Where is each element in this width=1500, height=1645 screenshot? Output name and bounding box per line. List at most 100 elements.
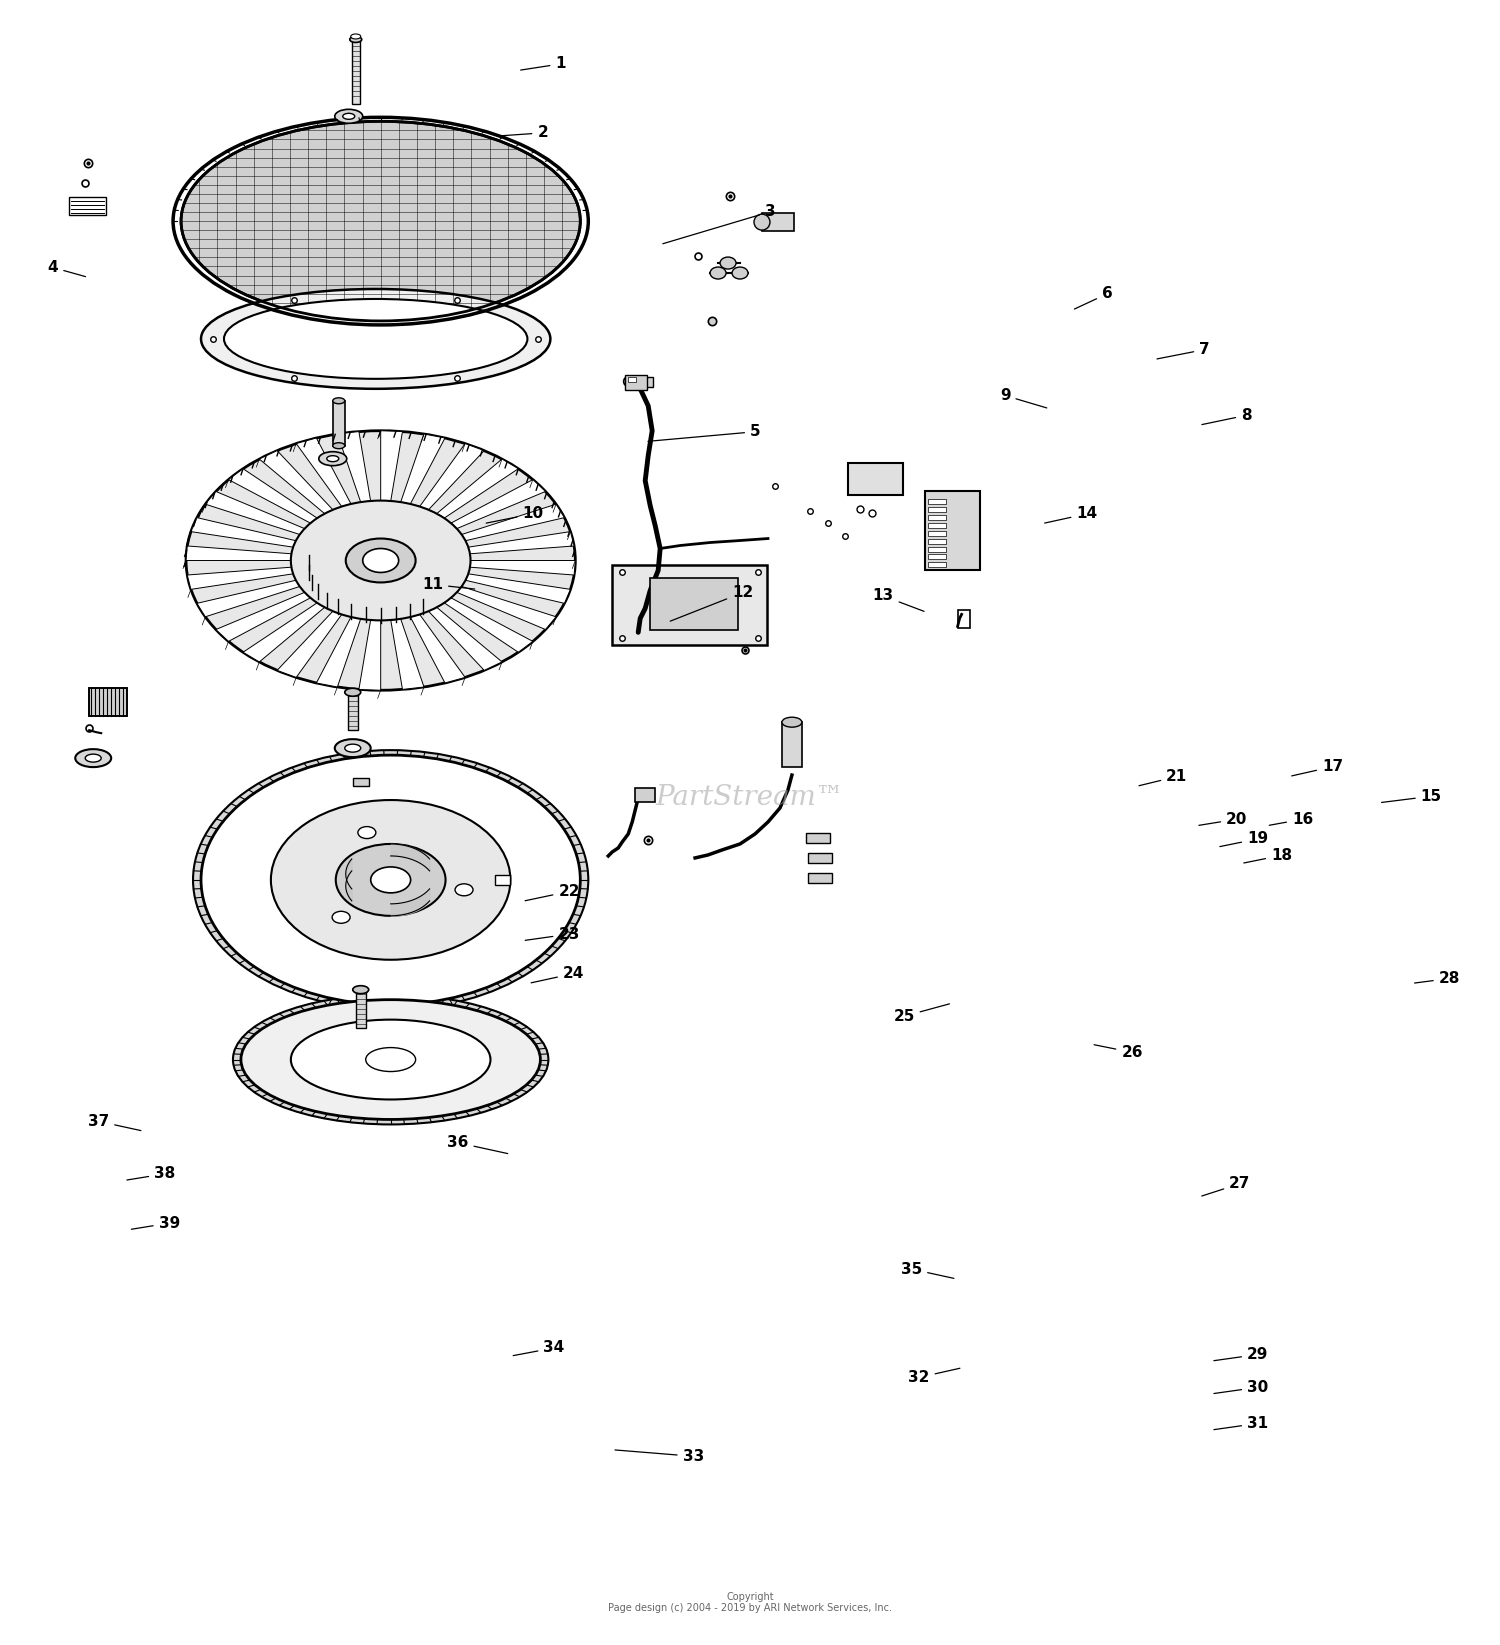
Polygon shape (196, 581, 300, 617)
Ellipse shape (346, 538, 416, 582)
Bar (634, 377, 652, 387)
Ellipse shape (224, 299, 528, 378)
Ellipse shape (291, 1020, 490, 1099)
Bar (927, 507, 945, 512)
Ellipse shape (782, 717, 802, 727)
Text: 6: 6 (1074, 286, 1113, 309)
Text: 22: 22 (525, 883, 580, 901)
Polygon shape (358, 620, 381, 691)
Ellipse shape (201, 290, 550, 388)
Text: 9: 9 (1000, 388, 1047, 408)
Polygon shape (420, 444, 484, 510)
Text: 26: 26 (1094, 1045, 1143, 1059)
Text: 37: 37 (88, 1114, 141, 1130)
Ellipse shape (366, 1048, 416, 1071)
Text: 14: 14 (1044, 507, 1098, 523)
Bar (88, 688, 128, 716)
Text: 12: 12 (670, 586, 753, 622)
Text: 23: 23 (525, 926, 579, 941)
Polygon shape (429, 607, 502, 671)
Bar (348, 693, 357, 730)
Text: 32: 32 (909, 1369, 960, 1385)
Ellipse shape (182, 122, 580, 321)
Polygon shape (468, 531, 574, 554)
Ellipse shape (720, 257, 736, 270)
Bar (927, 515, 945, 520)
Ellipse shape (327, 456, 339, 462)
Bar (782, 722, 802, 767)
Polygon shape (444, 597, 532, 651)
Text: 39: 39 (132, 1216, 180, 1230)
Ellipse shape (201, 755, 580, 1005)
Polygon shape (243, 602, 324, 661)
Ellipse shape (732, 266, 748, 280)
Ellipse shape (345, 688, 360, 696)
Text: 2: 2 (498, 125, 548, 140)
Polygon shape (296, 438, 351, 507)
Bar (927, 523, 945, 528)
Ellipse shape (272, 799, 510, 959)
Text: 10: 10 (486, 507, 543, 523)
Bar (762, 214, 794, 230)
Text: 36: 36 (447, 1135, 507, 1153)
Ellipse shape (75, 748, 111, 767)
Ellipse shape (710, 266, 726, 280)
Polygon shape (190, 518, 296, 548)
Ellipse shape (344, 114, 354, 120)
Bar (88, 688, 128, 716)
Ellipse shape (358, 826, 376, 839)
Ellipse shape (350, 36, 361, 43)
Polygon shape (260, 451, 333, 513)
Ellipse shape (232, 995, 549, 1125)
Polygon shape (452, 480, 546, 528)
Polygon shape (411, 615, 465, 683)
Polygon shape (69, 197, 106, 215)
Bar (808, 873, 832, 883)
Text: 31: 31 (1214, 1416, 1267, 1431)
Polygon shape (465, 574, 570, 604)
Polygon shape (278, 612, 342, 678)
Ellipse shape (334, 109, 363, 123)
Text: 25: 25 (894, 1003, 950, 1023)
Bar (612, 566, 766, 645)
Polygon shape (390, 619, 424, 689)
Text: 15: 15 (1382, 788, 1442, 804)
Text: 21: 21 (1138, 768, 1188, 786)
Ellipse shape (334, 739, 370, 757)
Ellipse shape (186, 431, 576, 691)
Ellipse shape (336, 844, 446, 916)
Ellipse shape (320, 452, 346, 466)
Text: PartStream™: PartStream™ (656, 785, 844, 811)
Ellipse shape (332, 911, 350, 923)
Bar (356, 990, 366, 1028)
Bar (927, 546, 945, 551)
Polygon shape (216, 592, 310, 642)
Polygon shape (470, 561, 576, 576)
Ellipse shape (370, 867, 411, 893)
Text: 5: 5 (648, 424, 760, 441)
Text: 11: 11 (422, 577, 474, 592)
Text: 19: 19 (1220, 831, 1268, 847)
Bar (927, 563, 945, 568)
Text: 16: 16 (1269, 811, 1312, 827)
Text: 7: 7 (1156, 342, 1210, 359)
Bar (924, 490, 980, 571)
Bar (628, 377, 636, 382)
Polygon shape (436, 459, 519, 518)
Polygon shape (381, 431, 402, 502)
Polygon shape (188, 568, 292, 589)
Bar (957, 610, 969, 628)
Text: 27: 27 (1202, 1176, 1251, 1196)
Text: 28: 28 (1414, 971, 1460, 985)
Polygon shape (400, 434, 445, 503)
Ellipse shape (194, 750, 588, 1010)
Ellipse shape (333, 398, 345, 403)
Text: 24: 24 (531, 966, 584, 982)
Ellipse shape (352, 985, 369, 994)
Polygon shape (186, 546, 291, 561)
Text: 29: 29 (1214, 1347, 1269, 1362)
Ellipse shape (345, 744, 360, 752)
Ellipse shape (242, 1000, 540, 1120)
Text: 35: 35 (902, 1262, 954, 1278)
Bar (806, 832, 830, 842)
